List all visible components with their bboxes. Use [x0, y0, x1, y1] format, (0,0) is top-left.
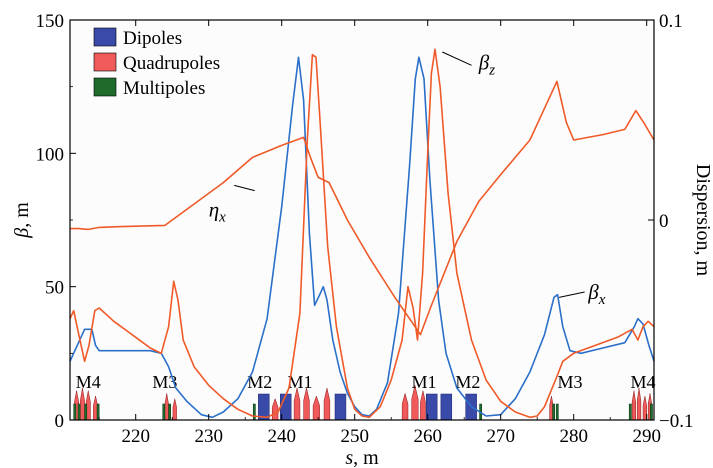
- multipole-mark: [162, 403, 166, 421]
- multipole-mark: [73, 403, 77, 421]
- legend-label: Quadrupoles: [123, 53, 220, 74]
- series-eta-x-line: [70, 80, 655, 336]
- y-left-tick-label: 0: [55, 411, 65, 432]
- x-tick-label: 230: [194, 426, 223, 447]
- y-axis-left-label: β, m: [11, 202, 33, 239]
- y-left-tick-label: 150: [36, 11, 65, 32]
- legend: Dipoles Quadrupoles Multipoles: [93, 27, 220, 99]
- annotation-leader: [442, 51, 472, 66]
- annotation-leader: [558, 291, 585, 298]
- x-tick-label: 250: [340, 426, 369, 447]
- dipole-mark: [440, 393, 453, 421]
- magnet-group-label: M4: [76, 372, 101, 392]
- y-left-tick-label: 50: [45, 278, 64, 299]
- magnet-group-label: M1: [287, 372, 312, 392]
- multipole-mark: [168, 403, 171, 421]
- tick-layer: 220 230 240 250 260 270 280 290 0 50 100 150 −0.1 0 0.…: [36, 11, 694, 447]
- multipole-mark: [628, 403, 632, 421]
- x-axis-label: s, m: [345, 447, 379, 468]
- multipole-mark: [84, 403, 88, 421]
- magnet-layer: M4 M3 M2 M1 M1 M2 M3 M4: [73, 372, 656, 421]
- y-axis-right-label: Dispersion, m: [692, 164, 713, 277]
- x-tick-label: 240: [267, 426, 296, 447]
- series-beta-x-line: [69, 56, 655, 419]
- magnet-group-label: M2: [247, 372, 272, 392]
- y-left-tick-label: 100: [36, 144, 65, 165]
- x-tick-label: 270: [486, 426, 515, 447]
- series-beta-z-line: [69, 48, 655, 419]
- y-right-tick-label: 0.1: [659, 11, 683, 32]
- magnet-group-label: M3: [558, 372, 583, 392]
- legend-label: Dipoles: [123, 28, 182, 49]
- legend-swatch: [93, 52, 117, 72]
- y-right-tick-label: 0: [659, 211, 669, 232]
- x-tick-label: 260: [413, 426, 442, 447]
- annotation-βx: βx: [587, 280, 605, 308]
- magnet-group-label: M4: [631, 372, 656, 392]
- annotation-leader: [234, 184, 255, 192]
- magnet-group-label: M1: [412, 372, 437, 392]
- multipole-mark: [77, 403, 81, 421]
- x-tick-label: 290: [632, 426, 661, 447]
- annotation-ηx: ηx: [209, 197, 226, 225]
- multipole-mark: [552, 403, 555, 421]
- x-tick-label: 280: [559, 426, 588, 447]
- dipole-mark: [334, 393, 347, 421]
- magnet-group-label: M2: [455, 372, 480, 392]
- legend-swatch: [93, 77, 117, 97]
- multipole-mark: [252, 403, 256, 421]
- annotation-layer: βz βx ηx: [209, 51, 606, 308]
- multipole-mark: [555, 403, 559, 421]
- magnet-group-label: M3: [152, 372, 177, 392]
- x-tick-label: 220: [121, 426, 150, 447]
- multipole-mark: [650, 403, 653, 421]
- legend-swatch: [93, 27, 117, 47]
- y-right-tick-label: −0.1: [659, 411, 693, 432]
- plot-area: [70, 20, 654, 420]
- legend-label: Multipoles: [123, 78, 205, 99]
- series-layer: [69, 48, 655, 419]
- annotation-βz: βz: [478, 51, 495, 79]
